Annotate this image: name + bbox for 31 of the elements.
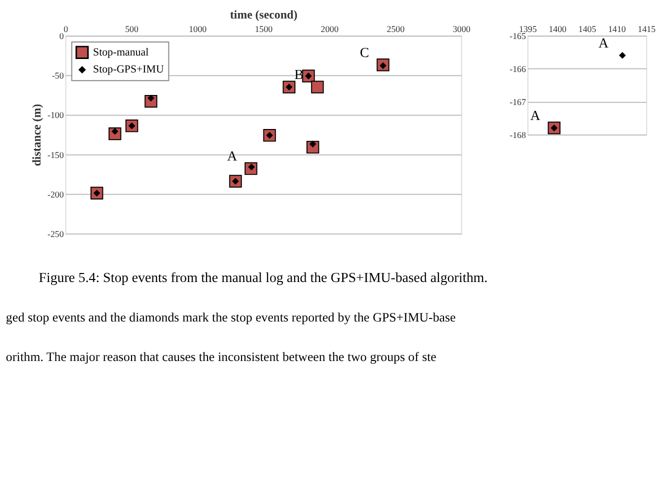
x-tick-label: 1000 [188,24,208,34]
y-tick-label: -168 [510,130,526,140]
x-tick-label: 1410 [608,24,626,34]
y-tick-label: -200 [48,189,64,200]
legend-label: Stop-GPS+IMU [93,64,164,76]
text: orithm. The major reason that causes the inconsistent between the two groups of ste [6,350,437,364]
point [311,80,324,94]
y-axis-title: distance (m) [30,104,44,166]
y-tick-label: -50 [52,70,64,81]
y-tick-label: -166 [510,64,526,74]
y-tick-label: -250 [48,228,64,239]
x-axis-title: time (second) [230,7,298,22]
x-tick-label: 1500 [254,24,274,34]
caption: Figure 5.4: Stop events from the manual log and the GPS+IMU-based algorithm. [38,270,488,285]
x-tick-label: 1415 [638,24,656,34]
text: ged stop events and the diamonds mark the stop events reported by the GPS+IMU-base [6,310,456,325]
annotation: A [598,35,609,50]
x-tick-label: 2500 [386,24,406,34]
x-tick-label: 500 [125,24,139,34]
y-tick-label: -167 [510,97,526,108]
annotation: C [360,44,370,60]
x-tick-label: 2000 [320,24,340,34]
annotation: A [530,108,540,124]
annotation: A [227,148,238,164]
legend-label: Stop-manual [93,46,149,58]
x-tick-label: 3000 [452,24,472,34]
x-tick-label: 1405 [578,24,597,34]
y-tick-label: 0 [59,31,64,42]
x-tick-label: 1400 [548,24,568,34]
y-tick-label: -100 [48,110,64,120]
y-tick-label: -150 [48,150,64,160]
